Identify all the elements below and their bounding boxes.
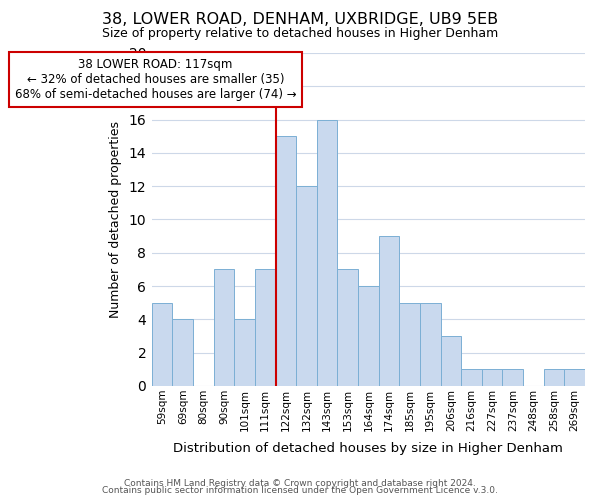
Bar — [358, 286, 379, 386]
Bar — [296, 186, 317, 386]
Text: Size of property relative to detached houses in Higher Denham: Size of property relative to detached ho… — [102, 28, 498, 40]
X-axis label: Distribution of detached houses by size in Higher Denham: Distribution of detached houses by size … — [173, 442, 563, 455]
Bar — [440, 336, 461, 386]
Bar — [275, 136, 296, 386]
Bar — [255, 270, 275, 386]
Bar — [420, 302, 440, 386]
Y-axis label: Number of detached properties: Number of detached properties — [109, 121, 122, 318]
Bar — [317, 120, 337, 386]
Bar — [461, 370, 482, 386]
Bar — [235, 320, 255, 386]
Bar — [379, 236, 400, 386]
Bar — [214, 270, 235, 386]
Text: 38, LOWER ROAD, DENHAM, UXBRIDGE, UB9 5EB: 38, LOWER ROAD, DENHAM, UXBRIDGE, UB9 5E… — [102, 12, 498, 28]
Bar — [544, 370, 565, 386]
Bar — [482, 370, 502, 386]
Bar — [502, 370, 523, 386]
Bar — [565, 370, 585, 386]
Text: Contains HM Land Registry data © Crown copyright and database right 2024.: Contains HM Land Registry data © Crown c… — [124, 478, 476, 488]
Bar — [172, 320, 193, 386]
Text: Contains public sector information licensed under the Open Government Licence v.: Contains public sector information licen… — [102, 486, 498, 495]
Bar — [400, 302, 420, 386]
Bar — [152, 302, 172, 386]
Bar — [337, 270, 358, 386]
Text: 38 LOWER ROAD: 117sqm
← 32% of detached houses are smaller (35)
68% of semi-deta: 38 LOWER ROAD: 117sqm ← 32% of detached … — [15, 58, 296, 101]
